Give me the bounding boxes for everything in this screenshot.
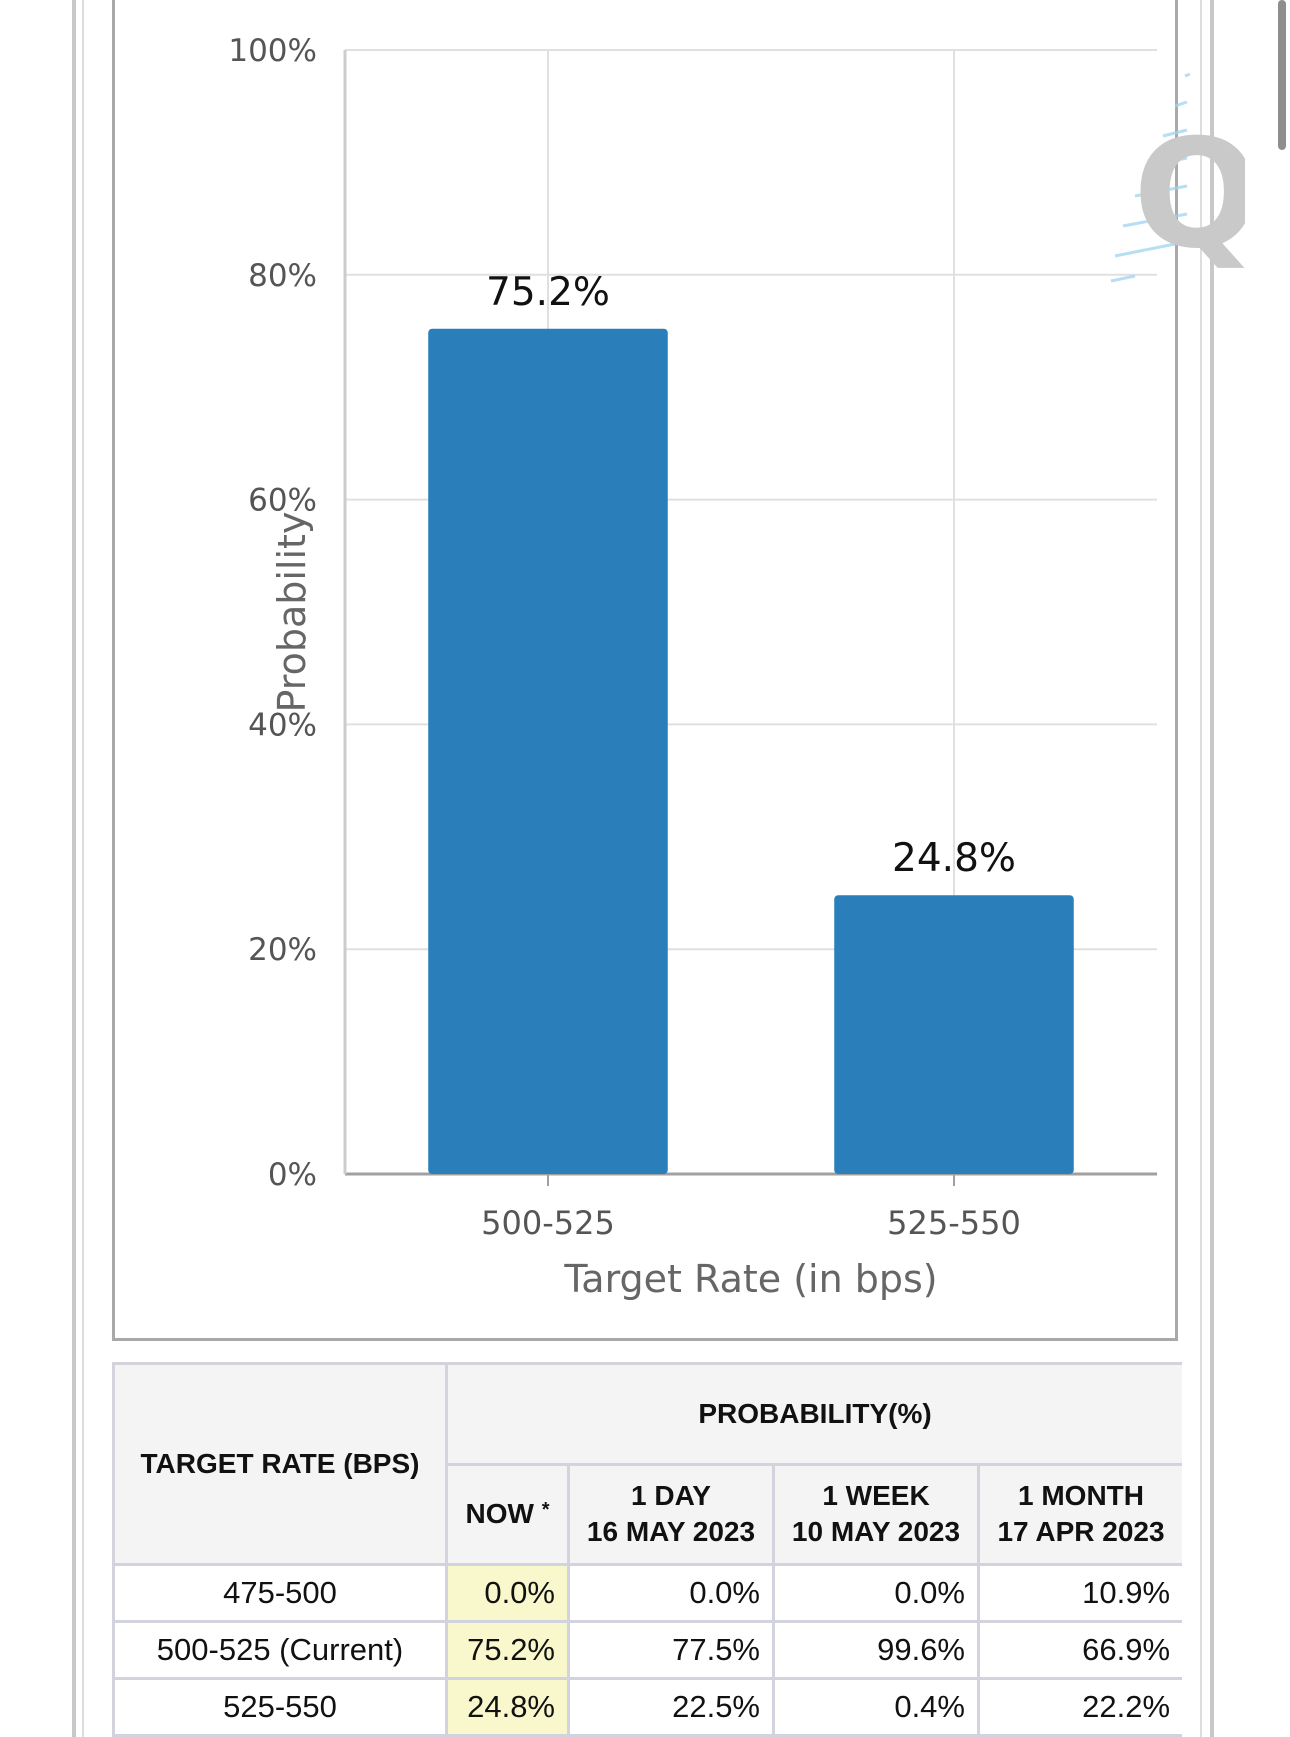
now-cell: 0.0% (445, 1563, 570, 1623)
right-frame-border (1200, 0, 1202, 1737)
bar-layer (428, 328, 1074, 1174)
probability-header: PROBABILITY(%) (444, 1362, 1182, 1466)
y-tick-label: 100% (228, 33, 317, 69)
now-header: NOW * (445, 1462, 570, 1566)
one-week-label: 1 WEEK (822, 1480, 930, 1512)
one-month-cell: 22.2% (976, 1677, 1182, 1737)
cme-fedwatch-q-logo-icon: Q (1110, 72, 1245, 283)
y-tick-label: 60% (248, 483, 317, 519)
target-rate-header: TARGET RATE (BPS) (112, 1362, 448, 1566)
one-day-label: 1 DAY (631, 1480, 711, 1512)
now-header-label: NOW (465, 1498, 534, 1530)
y-tick-label: 0% (268, 1157, 317, 1193)
left-frame-border (72, 0, 76, 1737)
now-cell: 75.2% (445, 1620, 570, 1680)
now-cell: 24.8% (445, 1677, 570, 1737)
probability-table: TARGET RATE (BPS) PROBABILITY(%) NOW * 1… (112, 1362, 1182, 1737)
svg-text:Q: Q (1133, 108, 1245, 282)
data-label: 24.8% (892, 836, 1016, 881)
y-tick-label: 20% (248, 932, 317, 968)
one-month-header: 1 MONTH 17 APR 2023 (976, 1462, 1182, 1566)
one-month-date: 17 APR 2023 (997, 1516, 1165, 1548)
bar-525-550[interactable] (834, 895, 1074, 1174)
table-footer-cell (112, 1734, 1182, 1737)
rate-cell: 525-550 (112, 1677, 448, 1737)
one-week-cell: 99.6% (772, 1620, 980, 1680)
one-day-date: 16 MAY 2023 (586, 1516, 756, 1548)
data-labels: 75.2% 24.8% (486, 270, 1016, 881)
probability-table-container: TARGET RATE (BPS) PROBABILITY(%) NOW * 1… (112, 1362, 1182, 1737)
one-week-cell: 0.4% (772, 1677, 980, 1737)
data-label: 75.2% (486, 270, 610, 315)
one-day-header: 1 DAY 16 MAY 2023 (567, 1462, 775, 1566)
rate-cell: 500-525 (Current) (112, 1620, 448, 1680)
page-scrollbar[interactable] (1278, 0, 1286, 150)
category-label: 500-525 (481, 1204, 615, 1242)
y-tick-label: 40% (248, 707, 317, 743)
now-footnote-mark: * (541, 1499, 550, 1522)
table-row: 475-500 0.0% 0.0% 0.0% 10.9% (112, 1563, 1182, 1623)
one-week-date: 10 MAY 2023 (791, 1516, 961, 1548)
x-axis-title: Target Rate (in bps) (563, 1257, 937, 1301)
category-labels: 500-525 525-550 (481, 1204, 1021, 1242)
one-day-cell: 77.5% (567, 1620, 775, 1680)
one-month-cell: 10.9% (976, 1563, 1182, 1623)
one-week-cell: 0.0% (772, 1563, 980, 1623)
one-month-label: 1 MONTH (1018, 1480, 1144, 1512)
table-row: 525-550 24.8% 22.5% 0.4% 22.2% (112, 1677, 1182, 1737)
y-axis-title: Probability (270, 512, 314, 713)
right-frame-border-outer (1210, 0, 1214, 1737)
y-tick-label: 80% (248, 258, 317, 294)
category-label: 525-550 (887, 1204, 1021, 1242)
one-month-cell: 66.9% (976, 1620, 1182, 1680)
table-row: 500-525 (Current) 75.2% 77.5% 99.6% 66.9… (112, 1620, 1182, 1680)
one-day-cell: 0.0% (567, 1563, 775, 1623)
bar-500-525[interactable] (428, 328, 668, 1174)
rate-cell: 475-500 (112, 1563, 448, 1623)
chart-panel: 0% 20% 40% 60% 80% 100% 75.2% 24.8% 500-525 525… (112, 0, 1245, 1341)
probability-bar-chart: 0% 20% 40% 60% 80% 100% 75.2% 24.8% 500-525 525… (228, 33, 1157, 1301)
table-footer-row (112, 1734, 1182, 1737)
left-frame-border-inner (82, 0, 84, 1737)
one-week-header: 1 WEEK 10 MAY 2023 (772, 1462, 980, 1566)
y-tick-labels: 0% 20% 40% 60% 80% 100% (228, 33, 317, 1193)
one-day-cell: 22.5% (567, 1677, 775, 1737)
